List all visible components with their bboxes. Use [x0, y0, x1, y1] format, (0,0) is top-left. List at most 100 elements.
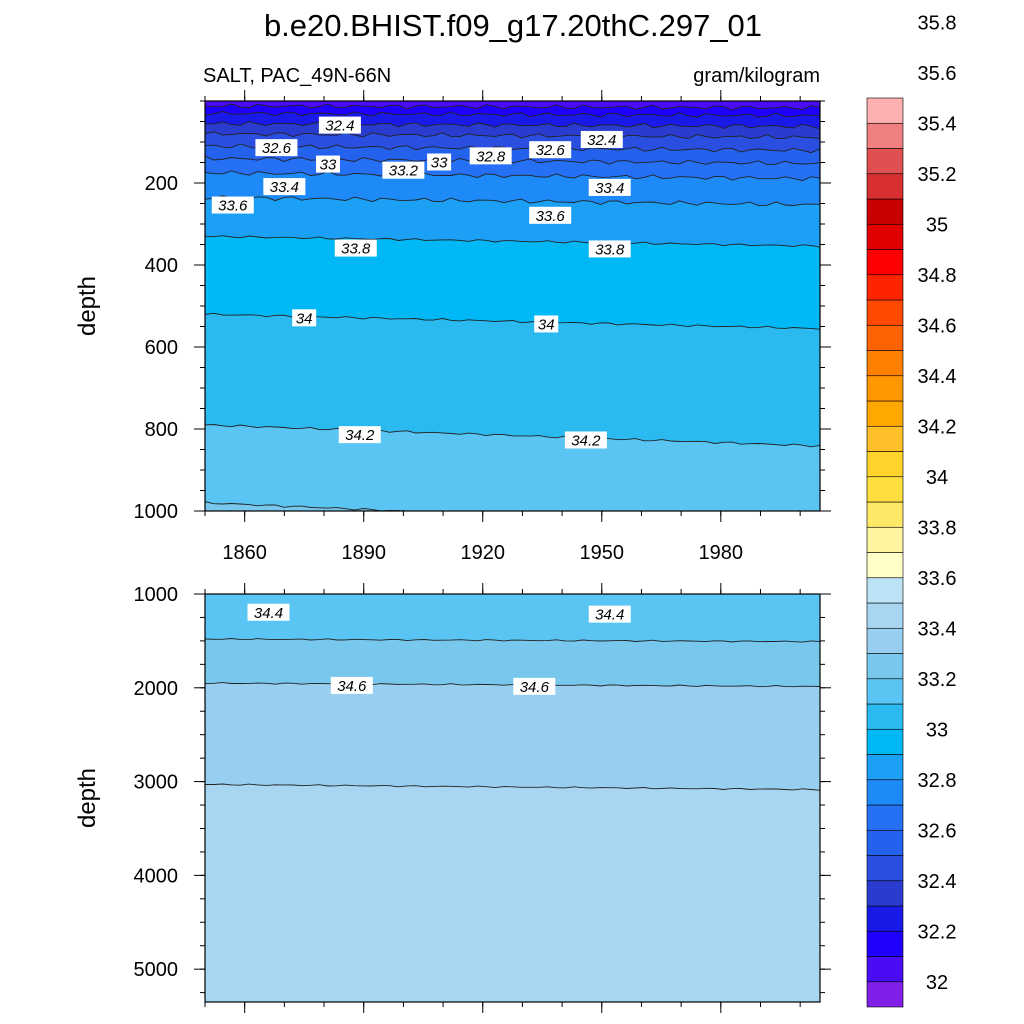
colorbar-box — [866, 122, 904, 149]
colorbar-box — [866, 501, 904, 528]
y-tick-label: 1000 — [134, 584, 179, 606]
y-tick-label: 1000 — [134, 501, 179, 523]
colorbar-box — [866, 375, 904, 402]
colorbar-label: 35.2 — [918, 164, 957, 186]
colorbar-box — [866, 350, 904, 377]
contour-label: 33.6 — [211, 196, 254, 215]
contour-label: 33 — [316, 155, 340, 174]
contour-label: 32.8 — [469, 147, 512, 165]
contour-line-32.2 — [205, 103, 820, 111]
contour-line-33.4 — [205, 170, 820, 182]
colorbar-box — [866, 198, 904, 225]
colorbar-box — [866, 526, 904, 553]
colorbar-label: 33.8 — [918, 517, 957, 539]
contour-line-34.4 — [205, 501, 435, 511]
contour-label-text: 34 — [296, 310, 313, 327]
contour-label: 32.6 — [529, 141, 572, 159]
contour-label-text: 33.6 — [536, 208, 566, 225]
colorbar-box — [866, 97, 904, 124]
colorbar-label: 35 — [926, 214, 948, 236]
contour-label: 34.2 — [564, 431, 607, 449]
y-tick-label: 200 — [145, 173, 178, 195]
colorbar-box — [866, 552, 904, 579]
colorbar-label: 32.6 — [918, 820, 957, 842]
contour-label-text: 34.4 — [595, 607, 624, 624]
colorbar-box — [866, 754, 904, 781]
colorbar-box — [866, 678, 904, 705]
colorbar-box — [866, 930, 904, 957]
contour-label-text: 34.4 — [254, 605, 283, 622]
contour-line-33.6 — [205, 195, 820, 207]
contour-label: 34 — [292, 309, 317, 327]
colorbar-label: 33.4 — [918, 618, 957, 640]
y-tick-label: 400 — [145, 255, 178, 277]
lower-contour-panel: 34.4 34.4 34.6 34.6 1000 2000 3000 4000 5000 dept… — [74, 583, 831, 1013]
colorbar-label: 34.2 — [918, 416, 957, 438]
contour-label-text: 32.6 — [262, 140, 292, 157]
upper-contour-panel: 32.4 32.6 33 33.2 33 32.8 32.6 32.4 33.4 33.4 33.6… — [74, 90, 831, 564]
contour-label-text: 32.6 — [536, 142, 566, 159]
colorbar-box — [866, 602, 904, 629]
contour-label-text: 32.8 — [476, 148, 506, 165]
contour-label-text: 34.6 — [337, 678, 367, 695]
contour-line-33.8 — [205, 235, 820, 248]
contour-label-text: 34.6 — [520, 679, 550, 696]
contour-line-33.2 — [205, 155, 820, 166]
colorbar-box — [866, 299, 904, 326]
colorbar-box — [866, 400, 904, 427]
contour-label: 32.6 — [255, 139, 298, 157]
x-tick-label: 1950 — [580, 542, 625, 564]
colorbar-label: 35.8 — [918, 12, 957, 34]
colorbar-label: 34.6 — [918, 315, 957, 337]
contour-label: 33.6 — [529, 206, 572, 225]
contour-line-34.8 — [205, 783, 820, 791]
colorbar-box — [866, 173, 904, 200]
y-tick-label: 5000 — [134, 959, 179, 981]
contour-label: 33.2 — [382, 161, 425, 180]
contour-label-text: 33.6 — [218, 198, 248, 215]
left-subtitle: SALT, PAC_49N-66N — [203, 65, 391, 87]
colorbar-box — [866, 627, 904, 654]
colorbar-label: 33 — [926, 719, 948, 741]
contour-label: 32.4 — [318, 116, 361, 135]
colorbar-box — [866, 779, 904, 806]
contour-line-34.2 — [205, 424, 820, 448]
contour-label-text: 33 — [320, 157, 337, 174]
colorbar-box — [866, 829, 904, 856]
colorbar-label: 35.6 — [918, 63, 957, 85]
colorbar-box — [866, 223, 904, 250]
contour-band-34.2 — [205, 424, 820, 511]
colorbar-box — [866, 956, 904, 983]
colorbar-label: 33.2 — [918, 669, 957, 691]
colorbar-label: 34.4 — [918, 366, 957, 388]
x-tick-label: 1860 — [222, 542, 267, 564]
contour-label-text: 34.2 — [571, 432, 601, 449]
colorbar-box — [866, 425, 904, 452]
contour-label: 32.4 — [580, 130, 623, 149]
x-tick-label: 1920 — [460, 542, 505, 564]
contour-line-34.4 — [205, 638, 820, 643]
x-tick-label: 1980 — [699, 542, 744, 564]
colorbar-box — [866, 577, 904, 604]
colorbar-label: 32.2 — [918, 921, 957, 943]
y-tick-label: 3000 — [134, 772, 179, 794]
x-tick-label: 1890 — [341, 542, 386, 564]
contour-line-32.6 — [205, 121, 820, 130]
contour-label: 34.4 — [247, 603, 290, 622]
contour-label-text: 34.2 — [345, 427, 375, 444]
contour-label-text: 34 — [538, 316, 555, 333]
figure-title: b.e20.BHIST.f09_g17.20thC.297_01 — [264, 8, 762, 43]
contour-label-text: 33.8 — [595, 241, 625, 258]
contour-label: 34.4 — [588, 605, 631, 624]
contour-label: 33.8 — [334, 239, 377, 258]
colorbar-box — [866, 653, 904, 680]
contour-label-text: 33.8 — [341, 241, 371, 258]
contour-label: 34.6 — [513, 677, 556, 696]
colorbar-box — [866, 249, 904, 276]
contour-label: 33.8 — [588, 240, 631, 258]
contour-line-34.6 — [205, 682, 820, 688]
contour-label-text: 33 — [431, 155, 448, 172]
plot-frame — [204, 593, 821, 1003]
y-tick-label: 800 — [145, 419, 178, 441]
colorbar-box — [866, 880, 904, 907]
